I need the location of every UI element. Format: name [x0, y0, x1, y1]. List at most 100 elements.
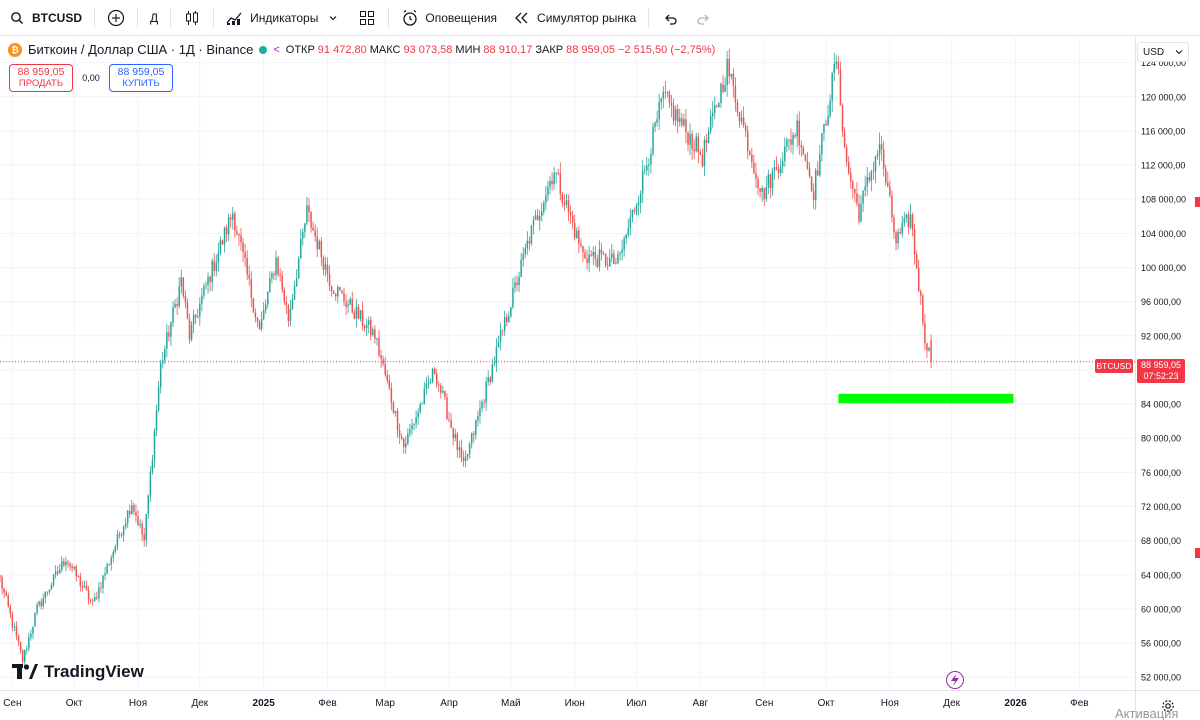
symbol-search[interactable]: BTCUSD — [0, 0, 90, 36]
candle — [273, 271, 275, 281]
candle — [477, 410, 479, 427]
candle — [192, 309, 195, 334]
candle — [166, 323, 168, 358]
trade-panel: 88 959,05 ПРОДАТЬ 0,00 88 959,05 КУПИТЬ — [9, 64, 173, 92]
divider — [213, 7, 215, 28]
candle — [903, 211, 906, 227]
candle — [269, 271, 271, 293]
candle — [473, 430, 475, 443]
candle — [147, 494, 150, 519]
candle — [679, 108, 681, 127]
candle — [322, 255, 325, 276]
candle — [133, 502, 135, 516]
candle — [915, 250, 918, 270]
price-tick-label: 92 000,00 — [1141, 331, 1181, 341]
candle — [858, 194, 860, 225]
candle — [578, 226, 580, 254]
candle — [316, 227, 318, 257]
gear-icon — [1162, 699, 1174, 712]
candle — [697, 133, 700, 164]
candle — [450, 413, 452, 428]
settings-button[interactable] — [1135, 690, 1200, 720]
alerts-button[interactable]: Оповещения — [393, 0, 505, 36]
candle — [217, 242, 220, 272]
candle — [452, 427, 454, 446]
candle — [413, 423, 415, 431]
chart-type-button[interactable] — [175, 0, 209, 36]
candle — [895, 230, 897, 251]
candle — [510, 306, 512, 319]
candle — [271, 271, 273, 284]
replay-button[interactable]: Симулятор рынка — [505, 0, 644, 36]
candle — [728, 48, 730, 85]
candle — [118, 531, 121, 539]
candle — [223, 226, 226, 253]
candle — [576, 227, 578, 239]
alarm-clock-icon — [401, 9, 419, 27]
candle — [318, 239, 321, 250]
share-icon[interactable]: < — [273, 43, 280, 56]
candle — [843, 127, 846, 149]
candle — [501, 329, 504, 336]
redo-button[interactable] — [687, 0, 721, 36]
time-tick-label: Май — [501, 698, 521, 709]
candle — [909, 203, 912, 230]
layouts-button[interactable] — [350, 0, 384, 36]
candle — [159, 359, 162, 394]
interval-button[interactable]: Д — [142, 0, 166, 36]
tradingview-logo[interactable]: TradingView — [12, 662, 144, 682]
candle — [335, 292, 337, 301]
side-marker — [1195, 548, 1200, 558]
candle — [528, 236, 531, 251]
price-chart[interactable] — [0, 37, 1135, 690]
candle — [689, 123, 691, 156]
candle — [155, 404, 158, 437]
candle — [676, 104, 679, 134]
candle — [219, 236, 222, 256]
candle — [196, 308, 199, 319]
candle — [34, 612, 36, 627]
currency-button[interactable]: USD — [1137, 42, 1189, 62]
candle — [561, 191, 564, 208]
candle — [380, 350, 382, 369]
candle — [244, 243, 246, 267]
price-tick-label: 60 000,00 — [1141, 604, 1181, 614]
candle — [370, 316, 372, 341]
candle — [773, 159, 776, 180]
indicators-icon — [226, 9, 244, 27]
candle — [151, 454, 154, 475]
candle — [619, 251, 621, 261]
chart-pane[interactable] — [0, 37, 1135, 690]
candle — [279, 268, 281, 282]
compare-button[interactable] — [99, 0, 133, 36]
candle — [248, 265, 250, 286]
candle — [565, 193, 568, 209]
candle — [54, 565, 57, 579]
candle — [326, 257, 329, 283]
green-zone-rectangle[interactable] — [838, 393, 1014, 404]
sell-button[interactable]: 88 959,05 ПРОДАТЬ — [9, 64, 73, 92]
candle — [221, 239, 224, 245]
divider — [94, 7, 95, 28]
candle — [479, 400, 481, 424]
candle — [71, 563, 73, 573]
buy-button[interactable]: 88 959,05 КУПИТЬ — [109, 64, 173, 92]
candle — [343, 287, 345, 307]
candle — [911, 212, 914, 237]
candle — [209, 275, 211, 292]
price-tick-label: 84 000,00 — [1141, 400, 1181, 410]
market-status-icon[interactable] — [259, 45, 268, 54]
candle — [122, 525, 125, 542]
lightning-icon[interactable] — [946, 671, 964, 689]
undo-button[interactable] — [653, 0, 687, 36]
chevron-down-icon[interactable] — [324, 9, 342, 27]
candle — [81, 580, 84, 592]
candle — [621, 239, 623, 261]
candle — [775, 156, 778, 171]
last-price-tag: 88 959,05 07:52:23 — [1137, 359, 1185, 383]
candles-icon — [183, 9, 201, 27]
candle — [860, 195, 862, 223]
time-axis[interactable]: Сен Окт Ноя Дек 2025 Фев Мар Апр Май Июн Июл Авг Сен… — [0, 690, 1135, 714]
indicators-button[interactable]: Индикаторы — [218, 0, 350, 36]
series-title[interactable]: Биткоин / Доллар США · 1Д · Binance — [28, 42, 254, 57]
